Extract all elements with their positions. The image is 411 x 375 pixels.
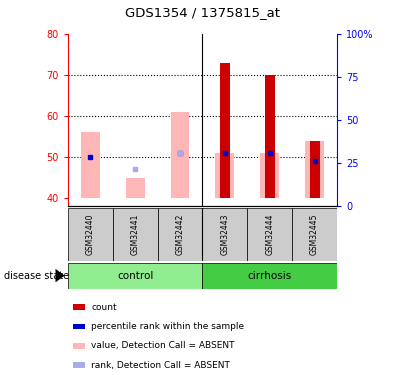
Text: percentile rank within the sample: percentile rank within the sample xyxy=(91,322,245,331)
Bar xyxy=(292,208,337,261)
Bar xyxy=(220,63,230,198)
Text: rank, Detection Call = ABSENT: rank, Detection Call = ABSENT xyxy=(91,361,230,370)
Text: control: control xyxy=(117,271,153,280)
Text: GSM32440: GSM32440 xyxy=(86,214,95,255)
Bar xyxy=(215,153,234,198)
Bar xyxy=(171,112,189,198)
Polygon shape xyxy=(55,269,65,282)
Bar xyxy=(113,208,157,261)
Bar xyxy=(73,362,85,368)
Bar xyxy=(305,141,324,198)
Text: cirrhosis: cirrhosis xyxy=(247,271,292,280)
Bar xyxy=(81,132,100,198)
Bar xyxy=(260,153,279,198)
Text: GSM32443: GSM32443 xyxy=(220,214,229,255)
Text: value, Detection Call = ABSENT: value, Detection Call = ABSENT xyxy=(91,341,235,350)
Bar xyxy=(202,208,247,261)
Bar xyxy=(309,141,319,198)
Text: GDS1354 / 1375815_at: GDS1354 / 1375815_at xyxy=(125,6,280,19)
Bar xyxy=(73,304,85,310)
Text: GSM32444: GSM32444 xyxy=(265,214,274,255)
Text: disease state: disease state xyxy=(4,271,69,280)
Text: count: count xyxy=(91,303,117,312)
Text: GSM32442: GSM32442 xyxy=(175,214,185,255)
Bar xyxy=(126,177,145,198)
Bar xyxy=(68,262,202,289)
Bar xyxy=(68,208,113,261)
Text: GSM32445: GSM32445 xyxy=(310,214,319,255)
Bar xyxy=(202,262,337,289)
Bar xyxy=(73,324,85,330)
Bar xyxy=(157,208,202,261)
Text: GSM32441: GSM32441 xyxy=(131,214,140,255)
Bar xyxy=(73,343,85,349)
Bar xyxy=(247,208,292,261)
Bar xyxy=(265,75,275,198)
